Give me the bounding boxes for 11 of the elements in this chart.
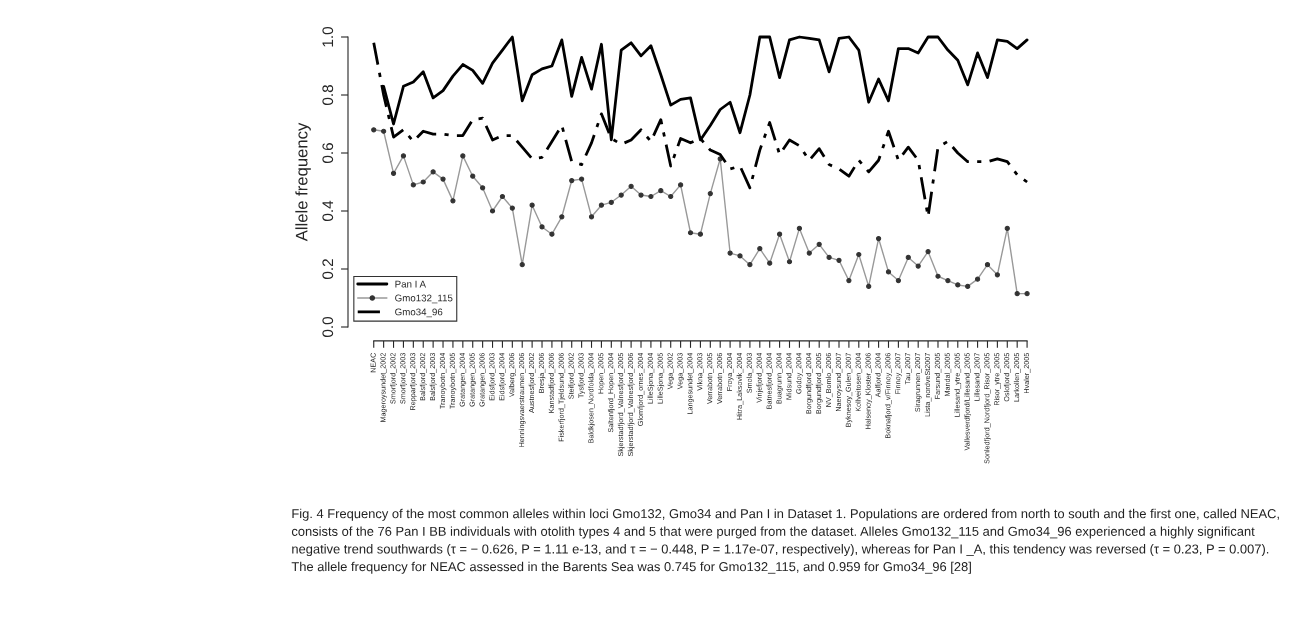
- y-tick-label: 0.0: [322, 316, 334, 338]
- y-tick-label: 0.6: [322, 143, 334, 164]
- y-tick-label: 0.8: [322, 85, 334, 106]
- y-tick-label: 0.4: [322, 200, 334, 222]
- y-tick-label: 1.0: [322, 26, 334, 47]
- legend-label: Gmo132_115: [395, 294, 453, 304]
- caption: Fig. 4 Frequency of the most common alleles within loci Gmo132, Gmo34 and Pan I in Dataset 1. Populations are ordered from north to south and the first one, called NEAC, consists of the 76 Pan I BB individuals with otolith types 4 and 5 that were purged from the dataset. Alleles Gmo132_115 and Gmo34_96 experienced a highly significant negative trend southwards (τ = − 0.626, P = 1.11 e-13, and τ = − 0.448, P = 1.17e-07, respectively), whereas for Pan I _A, this tendency was reversed (τ = 0.23, P = 0.007). The allele frequency for NEAC assessed in the Barents Sea was 0.745 for Gmo132_115, and 0.959 for Gmo34_96 [28]: [291, 508, 1279, 574]
- y-axis-title: Allele frequency: [295, 122, 311, 242]
- y-tick-label: 0.2: [322, 259, 334, 280]
- legend-label: Pan I A: [395, 280, 426, 288]
- legend-label: Gmo34_96: [395, 308, 443, 318]
